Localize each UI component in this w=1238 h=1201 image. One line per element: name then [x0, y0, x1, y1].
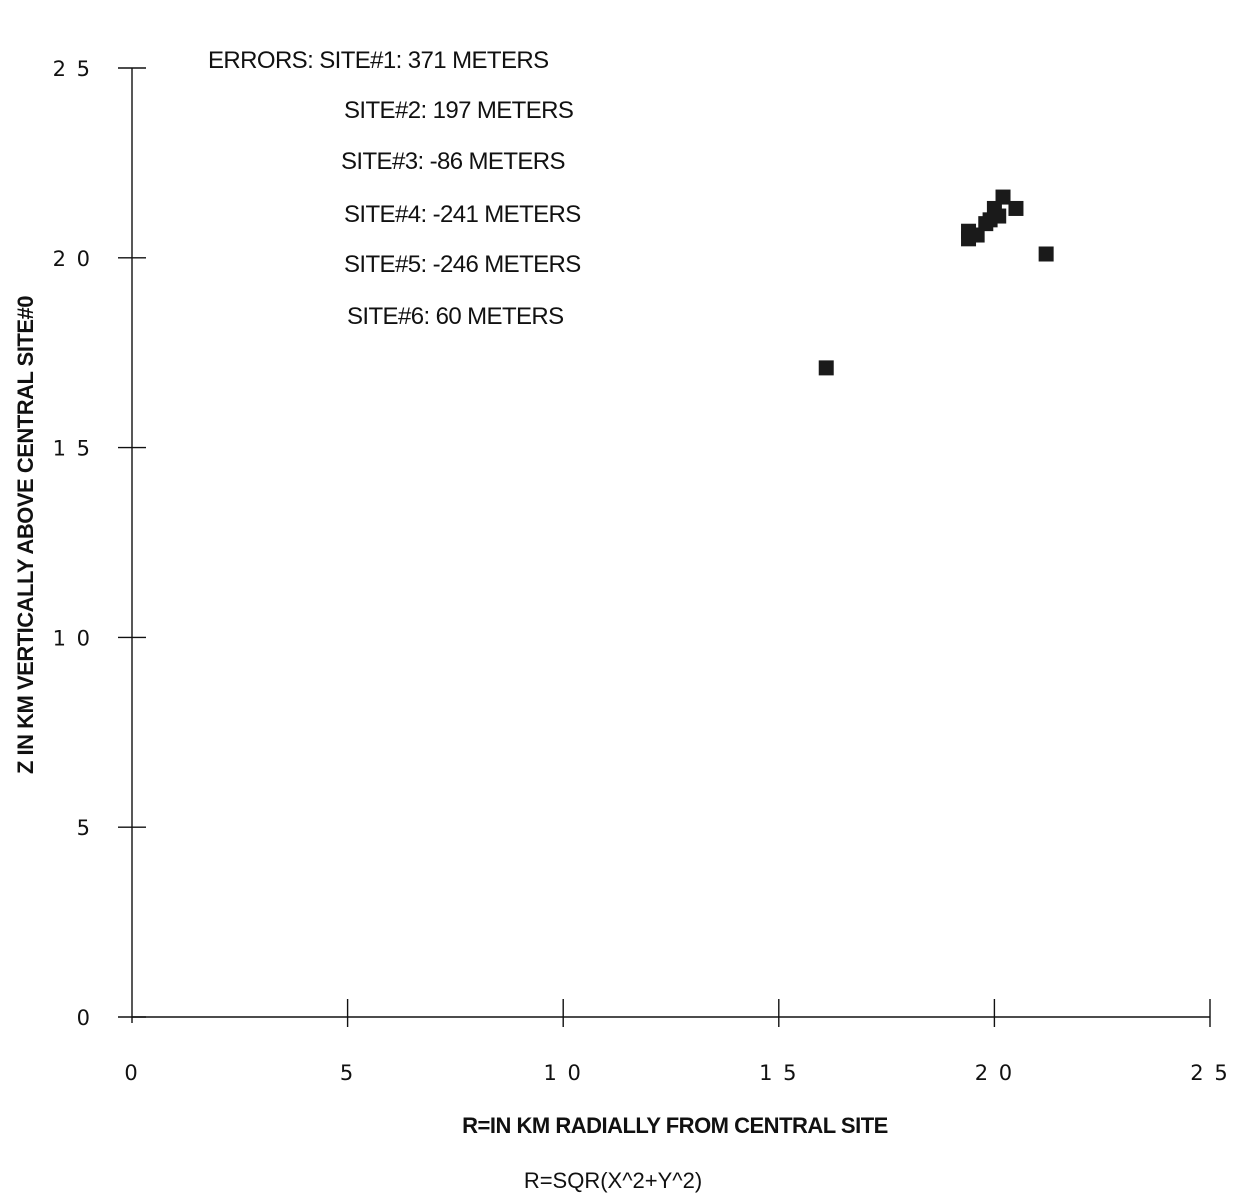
y-tick-label: 2 5 [53, 57, 92, 81]
y-tick-label: 1 5 [53, 437, 92, 461]
annotations: ERRORS: SITE#1: 371 METERS SITE#2: 197 M… [208, 47, 581, 330]
scatter-point [1038, 246, 1054, 262]
annotation-site2: SITE#2: 197 METERS [344, 97, 573, 124]
tick-labels: 0 5 1 0 1 5 2 0 2 5 0 5 1 0 1 5 2 0 2 5 [53, 57, 1229, 1085]
y-tick-label: 5 [77, 816, 92, 840]
y-tick-label: 1 0 [53, 626, 92, 650]
x-tick-label: 2 0 [975, 1061, 1014, 1085]
x-tick-label: 0 [124, 1061, 139, 1085]
annotation-site6: SITE#6: 60 METERS [347, 303, 564, 330]
annotation-site3: SITE#3: -86 METERS [341, 148, 565, 175]
x-tick-label: 5 [340, 1061, 355, 1085]
scatter-point [991, 208, 1007, 224]
data-points [818, 189, 1054, 376]
y-axis-title: Z IN KM VERTICALLY ABOVE CENTRAL SITE#0 [13, 296, 38, 774]
annotation-site5: SITE#5: -246 METERS [344, 251, 581, 278]
y-tick-label: 0 [77, 1006, 92, 1030]
scatter-point [818, 360, 834, 376]
x-tick-label: 1 5 [759, 1061, 798, 1085]
ticks [118, 67, 1211, 1027]
x-tick-label: 2 5 [1190, 1061, 1229, 1085]
x-axis-subtitle: R=SQR(X^2+Y^2) [524, 1168, 702, 1193]
annotation-errors-site1: ERRORS: SITE#1: 371 METERS [208, 47, 549, 74]
annotation-site4: SITE#4: -241 METERS [344, 201, 581, 228]
scatter-point [969, 227, 985, 243]
y-tick-label: 2 0 [53, 247, 92, 271]
x-tick-label: 1 0 [543, 1061, 582, 1085]
axes [131, 68, 1210, 1023]
scatter-point [1008, 200, 1024, 216]
x-axis-title: R=IN KM RADIALLY FROM CENTRAL SITE [462, 1113, 888, 1138]
scatter-point [995, 189, 1011, 205]
